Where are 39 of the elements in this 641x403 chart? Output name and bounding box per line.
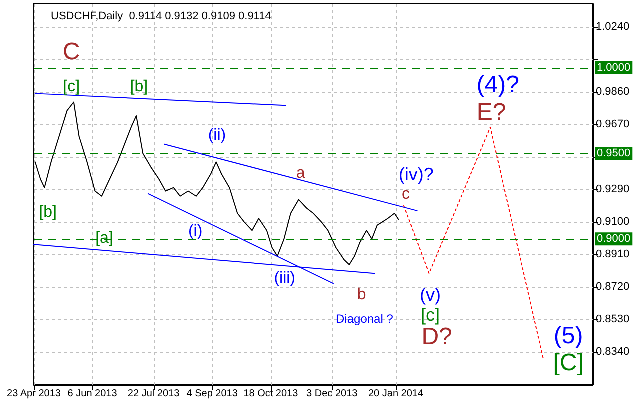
x-tick-label: 23 Apr 2013	[7, 388, 62, 400]
annotation: C	[62, 38, 80, 66]
annotation: [C]	[553, 350, 584, 377]
y-tick-label: 0.9670	[596, 118, 630, 130]
y-tick-label: 0.9290	[596, 184, 630, 196]
x-tick-label: 4 Sep 2013	[186, 388, 238, 400]
x-tick-label: 6 Jun 2013	[68, 388, 118, 400]
annotation: (i)	[188, 222, 203, 240]
annotation: (ii)	[208, 127, 226, 144]
annotation: D?	[422, 324, 452, 351]
y-tick-label: 0.8530	[596, 314, 630, 326]
annotation: c	[402, 186, 410, 203]
annotation: a	[296, 165, 306, 182]
annotation: b	[357, 286, 366, 304]
x-tick-label: 18 Oct 2013	[244, 388, 299, 400]
ref-line-label: 0.9000	[597, 233, 631, 246]
annotation: [b]	[130, 78, 148, 96]
annotation: (4)?	[476, 71, 520, 98]
annotation: [c]	[420, 305, 440, 326]
ref-line-label: 1.0000	[597, 62, 631, 74]
x-tick-label: 3 Dec 2013	[306, 388, 358, 400]
annotation: Diagonal ?	[336, 312, 394, 326]
annotation: E?	[476, 99, 506, 126]
x-tick-label: 22 Jul 2013	[128, 388, 180, 400]
y-tick-label: 0.8720	[596, 281, 630, 294]
annotation: [c]	[63, 78, 80, 96]
annotation: (iv)?	[398, 164, 434, 185]
y-tick-label: 0.8340	[596, 346, 630, 358]
y-tick-label: 0.8910	[596, 248, 630, 261]
x-tick-label: 20 Jan 2014	[368, 388, 424, 400]
annotation: (iii)	[274, 270, 296, 287]
annotation: (5)	[554, 322, 584, 350]
annotation: [b]	[39, 204, 57, 221]
annotation: (v)	[420, 285, 441, 306]
ref-line-label: 0.9500	[597, 148, 631, 160]
y-tick-label: 1.0240	[596, 20, 630, 33]
y-tick-label: 0.9100	[596, 216, 630, 228]
text: USDCHF,Daily 0.9114 0.9132 0.9109 0.9114	[51, 10, 272, 22]
y-tick-label: 0.9860	[596, 86, 630, 98]
